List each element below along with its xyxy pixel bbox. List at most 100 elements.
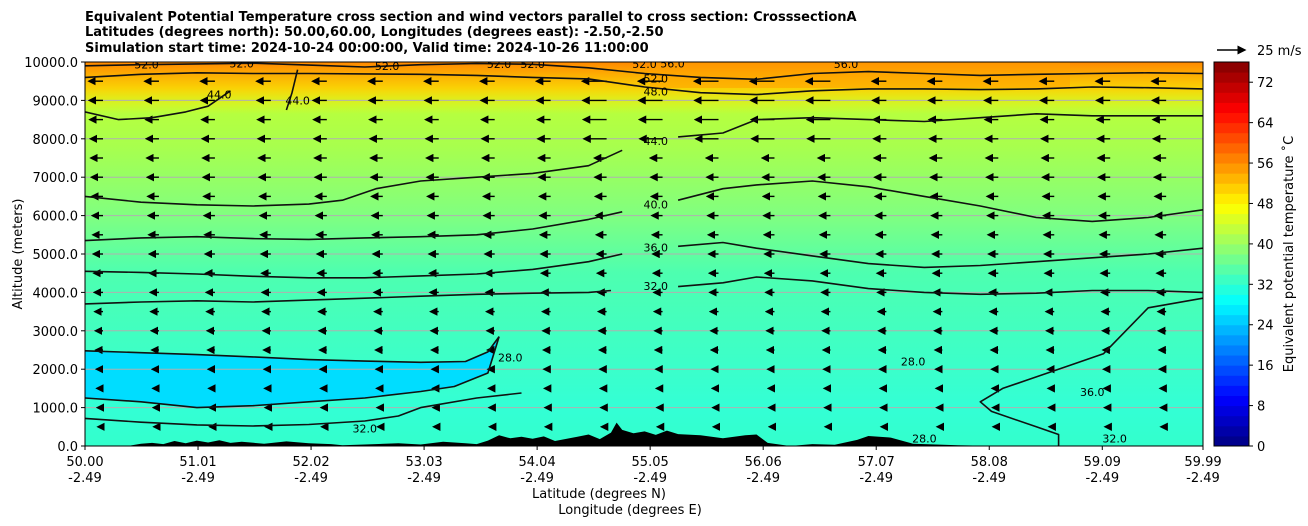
colorbar-swatch [1214,264,1249,275]
y-tick-label: 2000.0 [33,363,79,378]
x-tick-label-lon: -2.49 [294,471,328,486]
contour-28 [85,336,500,409]
x-tick-label-lat: 55.05 [632,455,669,470]
contour-36 [85,253,623,279]
contour-48 [85,72,1203,96]
colorbar-tick-label: 40 [1257,238,1274,253]
contour-labels: 52.0 52.0 52.0 52.0 52.0 52.0 56.0 56.052.048.0… [134,58,1127,445]
colorbar-swatch [1214,82,1249,93]
contour-44 [285,69,299,111]
contour-label: 56.0 [660,58,685,71]
contour-label: 52.0 [229,58,254,71]
colorbar-swatch [1214,405,1249,417]
contour-label: 52.0 [520,58,545,71]
contour-label: 28.0 [901,356,926,369]
x-tick-label-lat: 52.02 [292,455,329,470]
colorbar-swatch [1214,243,1249,255]
colorbar-swatch [1214,314,1249,326]
contour-40 [677,180,1203,223]
colorbar-swatch [1214,415,1249,427]
y-tick-label: 1000.0 [33,402,79,417]
title-line-2: Latitudes (degrees north): 50.00,60.00, … [85,25,664,40]
x-tick-label-lon: -2.49 [859,471,893,486]
colorbar-swatch [1214,233,1249,245]
x-axis-label-lat: Latitude (degrees N) [532,487,666,502]
colorbar-swatch [1214,72,1249,83]
contour-label: 56.0 [834,58,859,71]
colorbar-swatch [1214,304,1249,316]
x-tick-label-lon: -2.49 [972,471,1006,486]
x-tick-label-lat: 59.09 [1084,455,1121,470]
x-tick-label-lon: -2.49 [1186,471,1220,486]
colorbar: 0 8 16 24 32 40 48 56 64 72 [1213,61,1274,455]
x-tick-label-lon: -2.49 [68,471,102,486]
colorbar-swatch [1214,355,1249,366]
colorbar-tick-label: 16 [1257,359,1274,374]
colorbar-tick-label: 8 [1257,400,1265,415]
colorbar-swatch [1214,163,1249,174]
y-tick-label: 9000.0 [33,94,79,109]
x-tick-label-lon: -2.49 [1085,471,1119,486]
contour-label: 52.0 [487,58,512,71]
contour-label: 28.0 [498,352,523,365]
x-tick-label-lat: 50.00 [66,455,103,470]
colorbar-tick-label: 64 [1257,117,1274,132]
contour-label: 36.0 [644,241,669,254]
x-tick-label-lon: -2.49 [181,471,215,486]
colorbar-swatch [1214,274,1249,285]
colorbar-swatch [1214,385,1249,396]
colorbar-swatch [1214,365,1249,376]
chart-title: Equivalent Potential Temperature cross s… [85,10,857,56]
colorbar-swatch [1214,203,1249,215]
colorbar-swatch [1214,193,1249,204]
contour-28 [85,336,500,364]
contour-label: 40.0 [644,198,669,211]
x-axis: 50.00-2.4951.01-2.4952.02-2.4953.03-2.49… [66,446,1222,486]
colorbar-swatch [1214,142,1249,154]
y-tick-label: 0.0 [57,440,78,455]
title-line-3: Simulation start time: 2024-10-24 00:00:… [85,41,649,56]
x-tick-label-lon: -2.49 [633,471,667,486]
contour-label: 28.0 [912,432,937,445]
title-line-1: Equivalent Potential Temperature cross s… [85,10,857,25]
wind-key-label: 25 m/s [1257,44,1302,59]
colorbar-swatch [1214,152,1249,164]
y-tick-label: 7000.0 [33,171,79,186]
colorbar-swatch [1214,334,1249,346]
contour-label: 44.0 [644,135,669,148]
colorbar-swatch [1214,102,1249,114]
contour-32 [85,289,612,305]
gridlines [85,99,1203,409]
contour-44 [678,113,1203,138]
contour-lines [85,62,1203,446]
colorbar-swatch [1214,112,1249,124]
x-tick-label-lon: -2.49 [520,471,554,486]
contour-36 [678,241,1203,269]
y-axis: 0.0 1000.0 2000.0 3000.0 4000.0 5000.0 6000.0 7… [24,56,85,455]
contour-label: 44.0 [285,94,310,107]
y-axis-label: Altitude (meters) [11,199,26,310]
colorbar-swatch [1214,324,1249,336]
y-tick-label: 8000.0 [33,133,79,148]
contour-label: 32.0 [353,422,378,435]
y-tick-label: 10000.0 [24,56,78,71]
colorbar-swatch [1214,435,1249,447]
x-tick-label-lat: 56.06 [745,455,782,470]
colorbar-swatch [1214,284,1249,295]
contour-label: 36.0 [1080,386,1105,399]
x-tick-label-lat: 51.01 [179,455,216,470]
colorbar-swatch [1214,344,1249,356]
colorbar-swatch [1214,375,1249,386]
contour-label: 48.0 [644,86,669,99]
colorbar-tick-label: 56 [1257,157,1274,172]
plot-area: 52.0 52.0 52.0 52.0 52.0 52.0 56.0 56.052.048.0… [85,58,1203,446]
contour-36 [979,297,1203,446]
x-tick-label-lat: 57.07 [858,455,895,470]
terrain [85,422,1203,446]
colorbar-swatch [1214,183,1249,194]
colorbar-swatch [1214,132,1249,144]
x-tick-label-lon: -2.49 [746,471,780,486]
colorbar-swatch [1214,395,1249,407]
contour-44 [85,90,231,121]
